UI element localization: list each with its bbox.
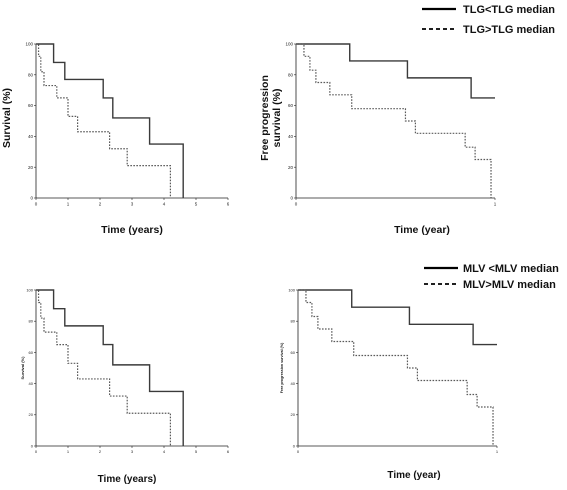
x-tick-label: 0 xyxy=(35,449,38,454)
y-tick-label: 100 xyxy=(25,42,33,47)
y-tick-label: 60 xyxy=(29,350,34,355)
y-tick-label: 100 xyxy=(285,42,293,47)
legend-tlg-dashed-label: TLG>TLG median xyxy=(463,24,555,36)
legend-tlg: TLG<TLG median TLG>TLG median xyxy=(422,4,555,36)
y-axis-title: Survival (%) xyxy=(1,88,13,148)
x-axis-title: Time (years) xyxy=(101,224,163,236)
x-axis-title: Time (year) xyxy=(394,224,450,236)
x-tick-label: 5 xyxy=(195,202,198,207)
x-tick-label: 3 xyxy=(131,202,134,207)
x-tick-label: 4 xyxy=(163,202,166,207)
y-tick-label: 60 xyxy=(28,103,34,108)
y-tick-label: 20 xyxy=(28,165,34,170)
y-tick-label: 80 xyxy=(291,319,296,324)
chart-panel-4: 0 20 40 60 80 100 0 1 Time (year) Free progressio… xyxy=(280,287,499,481)
x-tick-label: 1 xyxy=(67,202,70,207)
series-line-below-median xyxy=(36,43,184,198)
x-tick-label: 4 xyxy=(163,449,166,454)
y-tick-label: 0 xyxy=(293,443,296,448)
y-tick-label: 80 xyxy=(28,72,34,77)
x-tick-label: 0 xyxy=(35,202,38,207)
y-tick-label: 100 xyxy=(26,287,33,292)
y-tick-label: 60 xyxy=(288,103,294,108)
series-line-below-median xyxy=(36,289,184,446)
series-line-below-median xyxy=(296,43,495,99)
x-tick-label: 0 xyxy=(295,202,298,207)
y-tick-label: 40 xyxy=(29,381,34,386)
x-tick-label: 1 xyxy=(67,449,70,454)
series-line-above-median xyxy=(36,43,171,198)
y-axis-title: Free progressionsurvival (%) xyxy=(259,75,283,161)
x-tick-label: 6 xyxy=(227,449,230,454)
y-axis-title: Survival (%) xyxy=(20,356,25,380)
y-axis-title: Free progression survival (%) xyxy=(280,342,284,393)
legend-mlv: MLV <MLV median MLV>MLV median xyxy=(424,263,559,291)
chart-panel-3: 0 20 40 60 80 100 0 1 2 3 4 5 6 Time (years) Survival … xyxy=(20,287,230,485)
y-tick-label: 20 xyxy=(288,165,294,170)
legend-mlv-dashed-label: MLV>MLV median xyxy=(463,279,556,291)
y-tick-label: 0 xyxy=(290,196,293,201)
y-tick-label: 0 xyxy=(30,196,33,201)
x-tick-label: 2 xyxy=(99,202,102,207)
y-tick-label: 80 xyxy=(29,319,34,324)
series-line-below-median xyxy=(298,289,497,346)
x-tick-label: 1 xyxy=(494,202,497,207)
x-tick-label: 5 xyxy=(195,449,198,454)
y-tick-label: 20 xyxy=(291,412,296,417)
y-tick-label: 20 xyxy=(29,412,34,417)
y-tick-label: 0 xyxy=(31,443,34,448)
chart-panel-2: 0 20 40 60 80 100 0 1 Time (year) Free progressio… xyxy=(259,42,497,236)
chart-panel-1: 0 20 40 60 80 100 0 1 2 3 4 5 6 Time (years) Survival … xyxy=(1,42,230,236)
x-axis-title: Time (year) xyxy=(387,470,440,481)
y-tick-label: 40 xyxy=(291,381,296,386)
x-tick-label: 0 xyxy=(297,449,300,454)
x-tick-label: 2 xyxy=(99,449,102,454)
series-line-above-median xyxy=(296,43,492,198)
y-tick-label: 40 xyxy=(288,134,294,139)
x-tick-label: 1 xyxy=(496,449,499,454)
x-tick-label: 3 xyxy=(131,449,134,454)
series-line-above-median xyxy=(298,289,494,446)
x-tick-label: 6 xyxy=(227,202,230,207)
legend-mlv-solid-label: MLV <MLV median xyxy=(463,263,559,275)
x-axis-title: Time (years) xyxy=(98,474,157,485)
y-tick-label: 40 xyxy=(28,134,34,139)
y-tick-label: 80 xyxy=(288,72,294,77)
legend-tlg-solid-label: TLG<TLG median xyxy=(463,4,555,16)
y-tick-label: 60 xyxy=(291,350,296,355)
y-tick-label: 100 xyxy=(288,287,295,292)
